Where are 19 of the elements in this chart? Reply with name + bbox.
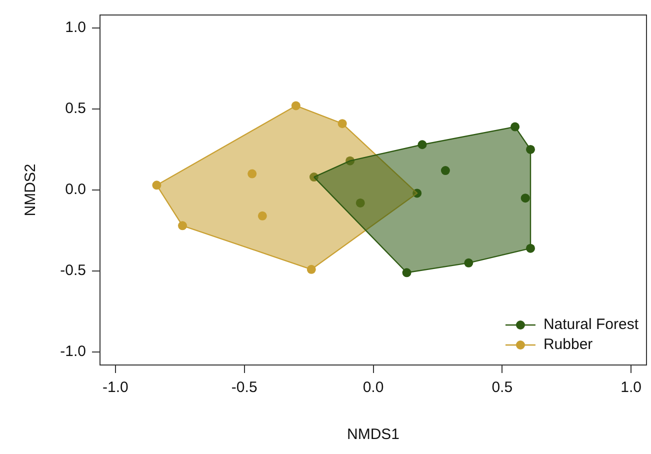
y-tick-label: -0.5	[60, 262, 86, 280]
point	[440, 166, 450, 176]
y-tick-label: 1.0	[65, 19, 86, 36]
y-tick-label: -1.0	[60, 343, 86, 360]
x-tick-label: -1.0	[102, 379, 128, 396]
x-axis-title: NMDS1	[346, 426, 400, 444]
x-tick-label: -0.5	[231, 379, 258, 396]
legend-label: Rubber	[543, 336, 593, 354]
point	[520, 194, 530, 203]
y-tick-label: 0.0	[65, 181, 86, 198]
point	[248, 169, 257, 178]
legend-label: Natural Forest	[543, 316, 640, 334]
x-tick-label: 0.5	[492, 379, 513, 396]
y-axis-title: NMDS2	[22, 164, 40, 216]
x-tick-label: 1.0	[620, 379, 642, 396]
point	[356, 198, 365, 208]
y-tick-label: 0.5	[65, 100, 86, 118]
x-tick-label: 0.0	[362, 379, 384, 396]
point	[258, 211, 267, 220]
